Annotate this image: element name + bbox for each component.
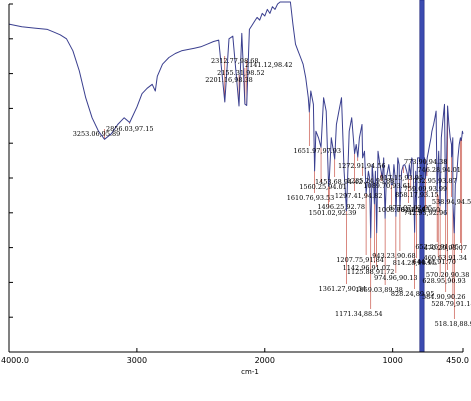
peak-label: 584.90,90.26	[422, 293, 465, 301]
peak-label: 732.95,93.87	[413, 177, 456, 185]
peak-label: 828.24,89.95	[391, 290, 434, 298]
peak-label: 628.95,90.93	[422, 277, 465, 285]
peak-leader-lines	[104, 56, 463, 319]
peak-label: 1008.60,92.54	[378, 206, 426, 214]
peak-label: 1125.88,91.72	[347, 268, 395, 276]
peak-label: 1171.34,88.54	[335, 310, 383, 318]
peak-label: 1297.41,94.82	[335, 192, 383, 200]
peak-label: 814.28,90.95	[393, 259, 436, 267]
peak-label: 470.29,93.07	[424, 244, 467, 252]
peak-label: 1610.76,93.53	[287, 194, 335, 202]
peak-label: 974.96,90.13	[374, 274, 417, 282]
peak-label: 877.07,92.95	[389, 204, 432, 212]
peak-label: 943.23,90.68	[372, 252, 415, 260]
peak-label: 460.63,91.34	[424, 254, 467, 262]
peak-label: 1361.27,90.54	[319, 285, 367, 293]
peak-label: 1560.25,94.01	[299, 183, 347, 191]
peak-label: 759.09,93.99	[404, 185, 447, 193]
x-tick-label: 1000	[382, 356, 402, 365]
peak-label: 528.79,91.14	[431, 300, 471, 308]
x-tick-label: 3000	[127, 356, 147, 365]
peak-label: 2155.31,98.52	[217, 69, 265, 77]
x-axis-title: cm-1	[241, 368, 259, 376]
peak-label: 1501.02,92.39	[309, 209, 357, 217]
peak-label: 1496.25,92.78	[317, 203, 365, 211]
peak-label: 1235.24,93.88	[347, 177, 395, 185]
peak-label: 2312.77,98.68	[211, 57, 259, 65]
peak-label: 1453.68,94.42	[315, 178, 363, 186]
spectrum-series-line	[8, 1, 464, 239]
peak-label: 1059.03,89.38	[355, 286, 403, 294]
peak-label: 1207.75,91.84	[336, 256, 384, 264]
peak-label: 746.28,94.01	[417, 166, 460, 174]
peak-annotations: 3253.06,95.892856.03,97.152312.77,98.682…	[73, 57, 471, 328]
peak-label: 917.15,93.95	[380, 174, 423, 182]
peak-label: 782.65,93.60	[397, 206, 440, 214]
peak-label: 1142.96,91.07	[343, 264, 391, 272]
peak-label: 652.26,91.95	[415, 243, 458, 251]
peak-label: 858.17,93.15	[395, 191, 438, 199]
x-tick-label: 2000	[255, 356, 275, 365]
x-tick-label: 450.0	[446, 356, 469, 365]
peak-label: 742.93,92.96	[404, 209, 447, 217]
peak-label: 3253.06,95.89	[73, 130, 121, 138]
peak-label: 644.41,91.70	[412, 258, 455, 266]
peak-label: 570.20,90.38	[426, 271, 469, 279]
peak-label: 2141.12,98.42	[245, 61, 293, 69]
peak-label: 1651.97,97.93	[294, 147, 342, 155]
peak-label: 2201.16,98.38	[205, 76, 253, 84]
peak-label: 2856.03,97.15	[106, 125, 154, 133]
x-tick-label: 4000.0	[1, 356, 29, 365]
peak-label: 1089.70,93.61	[363, 182, 411, 190]
peak-label: 538.94,94.58	[432, 198, 471, 206]
peak-label: 1272.91,94.56	[338, 162, 386, 170]
peak-label: 518.18,88.9	[435, 320, 471, 328]
peak-label: 773.90,94.38	[404, 158, 447, 166]
